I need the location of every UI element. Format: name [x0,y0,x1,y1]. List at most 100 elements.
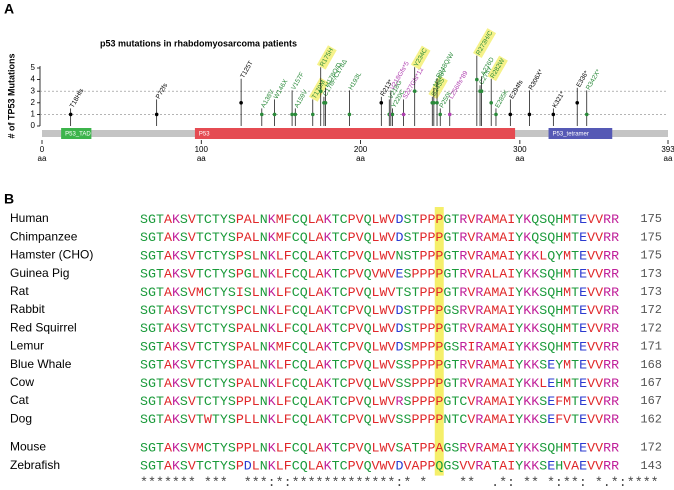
label-highlight [410,45,431,70]
mutation-label-group: E294fs [508,79,525,101]
mutation-label-group: V157F [290,71,306,91]
mutation-label-group: K321* [551,90,566,109]
mutation-dot [508,112,513,117]
mutation-dot [239,101,243,105]
mutation-dot [475,77,479,82]
sequence-end: 171 [640,340,662,354]
mutation-label: A138V [260,88,276,109]
domain [194,128,516,139]
mutation-label-group: T125T [239,60,254,80]
x-unit: aa [515,154,524,163]
sequence-end: 172 [640,321,662,335]
mutation-dot [323,101,328,105]
species-name: Blue Whale [10,357,72,371]
domain-label: P53_TAD [65,132,91,138]
mutation-label-group: R306X* [528,68,545,91]
species-name: Chimpanzee [10,229,78,243]
mutation-dot [527,112,532,117]
species-name: Dog [10,411,32,425]
y-tick-label: 5 [31,63,36,72]
sequence: SGTAKSVTCTYSPALNKLFCQLAKTCPVQLWVSSPPPPGT… [140,375,619,390]
label-highlight [316,45,337,70]
sequence-end: 167 [640,376,662,390]
x-tick-label: 300 [513,145,527,154]
sequence-end: 162 [640,412,662,426]
mutation-dot [432,101,436,105]
mutation-dot [447,112,452,117]
mutation-dot [347,112,352,117]
mutation-label: P72fs [155,82,170,101]
sequence: SGTAKSVTCTYSPALNKLFCQLAKTCPVQLWVDSTPPPGT… [140,321,619,336]
sequence: SGTAKSVMCTYSPPLNKLFCQLAKTCPVQLWVSATPPAGS… [140,440,619,455]
y-tick-label: 0 [31,121,36,130]
mutation-label-group: R342X* [585,68,602,91]
mutation-dot [290,112,294,117]
mutation-label: H193L [348,71,364,91]
x-tick-label: 200 [354,145,368,154]
species-name: Cow [10,375,34,389]
sequence-end: 172 [640,303,662,317]
species-name: Red Squirrel [10,320,77,334]
mutation-dot [435,101,439,105]
column-highlight [434,207,444,476]
mutation-label-group: H193L [348,71,364,91]
sequence-end: 175 [640,212,662,226]
species-name: Cat [10,393,29,407]
mutation-dot [401,112,406,117]
sequence: SGTAKSVTCTYSPALNKMFCQLAKTCPVQLWVDSTPPPGT… [140,212,619,227]
mutation-dot [154,112,159,117]
mutation-label: W146X [273,78,290,101]
mutation-dot [551,112,556,117]
species-name: Rat [10,284,29,298]
domain [61,128,92,139]
sequence-end: 143 [640,459,662,473]
label-highlight [473,28,497,58]
sequence-end: 173 [640,285,662,299]
mutation-dot [479,89,484,93]
x-unit: aa [38,154,47,163]
species-name: Human [10,211,49,225]
mutation-dot [390,112,395,117]
mutation-dot [68,112,73,117]
mutation-dot [412,89,417,93]
mutation-label: T125T [239,60,254,80]
x-tick-label: 100 [195,145,209,154]
mutation-dot [272,112,277,117]
sequence-end: 175 [640,230,662,244]
sequence: SGTAKSVTCTYSPALNKLFCQLAKTCPVQLWVSSPPPPGT… [140,357,619,372]
mutation-label: V157F [290,71,306,91]
mutation-label-group: R273H/C [473,28,497,58]
sequence: SGTAKSVTCTYSPPLNKLFCQLAKTCPVQLWVRSPPPPGT… [140,394,619,409]
mutation-label-group: T18Hfs [69,87,86,109]
x-unit: aa [197,154,206,163]
x-unit: aa [356,154,365,163]
mutation-label-group: Y234C [410,45,431,70]
sequence: SGTAKSVTCTYSPSLNKLFCQLAKTCPVQLWVNSTPPPGT… [140,248,619,263]
y-axis-label: # of TP53 Mutations [6,53,16,138]
species-name: Zebrafish [10,458,60,472]
sequence: SGTAKSVTWTYSPLLNKLFCQLAKTCPVQLWVSSPPPPNT… [140,412,619,427]
sequence: SGTAKSVMCTYSISLNKLFCQLAKTCPVQLWVTSTPPPGT… [140,284,619,299]
mutation-dot [379,101,384,105]
mutation-label: K321* [551,90,566,109]
y-tick-label: 3 [31,86,36,95]
mutation-dot [489,101,493,105]
mutation-dot [494,112,498,117]
mutation-dot [584,112,589,117]
panel-label: B [4,191,14,207]
mutation-label-group: A138V [260,88,276,109]
x-unit: aa [664,154,673,163]
mutation-dot [293,112,298,117]
mutation-label: R342X* [585,68,602,91]
mutation-label: T18Hfs [69,87,86,109]
sequence-end: 168 [640,358,662,372]
domain-label: P53 [199,132,210,138]
mutation-label: L256Ifs*89 [448,70,470,101]
sequence: SGTAKSVTCTYSPGLNKLFCQLAKTCPVQVWVESPPPPGT… [140,266,619,281]
y-tick-label: 1 [31,110,36,119]
label-highlight [487,55,508,82]
y-tick-label: 2 [31,98,36,107]
x-tick-label: 0 [40,145,45,154]
sequence-end: 175 [640,249,662,263]
